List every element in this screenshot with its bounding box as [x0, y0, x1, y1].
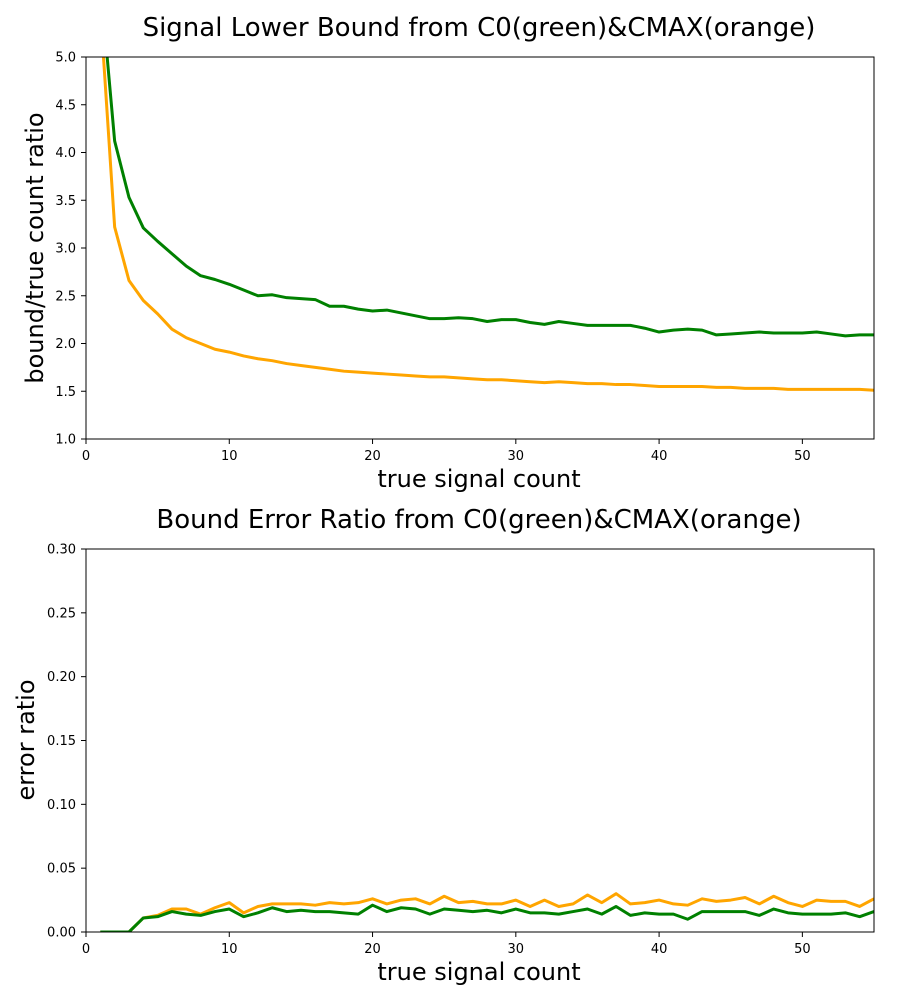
y-tick-label: 0.20 — [47, 670, 76, 685]
chart-title: Signal Lower Bound from C0(green)&CMAX(o… — [143, 13, 816, 43]
y-tick-label: 4.5 — [55, 98, 76, 113]
y-tick-label: 3.0 — [55, 242, 76, 257]
y-axis-label: bound/true count ratio — [21, 112, 49, 383]
series-line-0 — [105, 57, 874, 338]
y-tick-label: 4.0 — [55, 146, 76, 161]
y-tick-label: 0.10 — [47, 798, 76, 813]
y-tick-label: 0.30 — [47, 543, 76, 558]
chart-bound-error-ratio: Bound Error Ratio from C0(green)&CMAX(or… — [12, 505, 875, 986]
x-tick-label: 30 — [508, 449, 525, 464]
series-line-1 — [100, 903, 874, 932]
x-tick-label: 0 — [82, 942, 90, 957]
plot-frame — [85, 548, 875, 933]
x-tick-label: 50 — [794, 449, 811, 464]
y-tick-label: 0.25 — [47, 606, 76, 621]
chart-signal-lower-bound: Signal Lower Bound from C0(green)&CMAX(o… — [21, 13, 875, 493]
y-tick-label: 0.05 — [47, 862, 76, 877]
y-tick-label: 3.5 — [55, 194, 76, 209]
y-tick-label: 5.0 — [55, 51, 76, 66]
x-axis-label: true signal count — [377, 958, 580, 986]
x-tick-label: 40 — [651, 942, 668, 957]
x-axis-label: true signal count — [377, 465, 580, 493]
x-tick-label: 30 — [508, 942, 525, 957]
x-tick-label: 10 — [221, 449, 238, 464]
y-tick-label: 1.5 — [55, 385, 76, 400]
x-tick-label: 40 — [651, 449, 668, 464]
y-axis-ticks: 1.0 1.5 2.0 2.5 3.0 3.5 4.0 4.5 5.0 — [55, 51, 86, 448]
series-line-1 — [101, 57, 874, 392]
x-tick-label: 20 — [364, 942, 381, 957]
plot-frame — [85, 56, 875, 440]
series-line-0 — [100, 892, 874, 932]
chart-title: Bound Error Ratio from C0(green)&CMAX(or… — [156, 505, 801, 535]
y-axis-label: error ratio — [12, 679, 40, 800]
x-tick-label: 50 — [794, 942, 811, 957]
series-lines — [100, 892, 874, 932]
y-tick-label: 0.15 — [47, 734, 76, 749]
y-tick-label: 1.0 — [55, 433, 76, 448]
y-axis-ticks: 0.00 0.05 0.10 0.15 0.20 0.25 0.30 — [47, 543, 86, 941]
series-lines — [101, 57, 874, 392]
x-axis-ticks: 0 10 20 30 40 50 — [82, 439, 811, 464]
x-tick-label: 20 — [364, 449, 381, 464]
y-tick-label: 0.00 — [47, 926, 76, 941]
y-tick-label: 2.5 — [55, 289, 76, 304]
x-axis-ticks: 0 10 20 30 40 50 — [82, 932, 811, 957]
x-tick-label: 10 — [221, 942, 238, 957]
y-tick-label: 2.0 — [55, 337, 76, 352]
x-tick-label: 0 — [82, 449, 90, 464]
